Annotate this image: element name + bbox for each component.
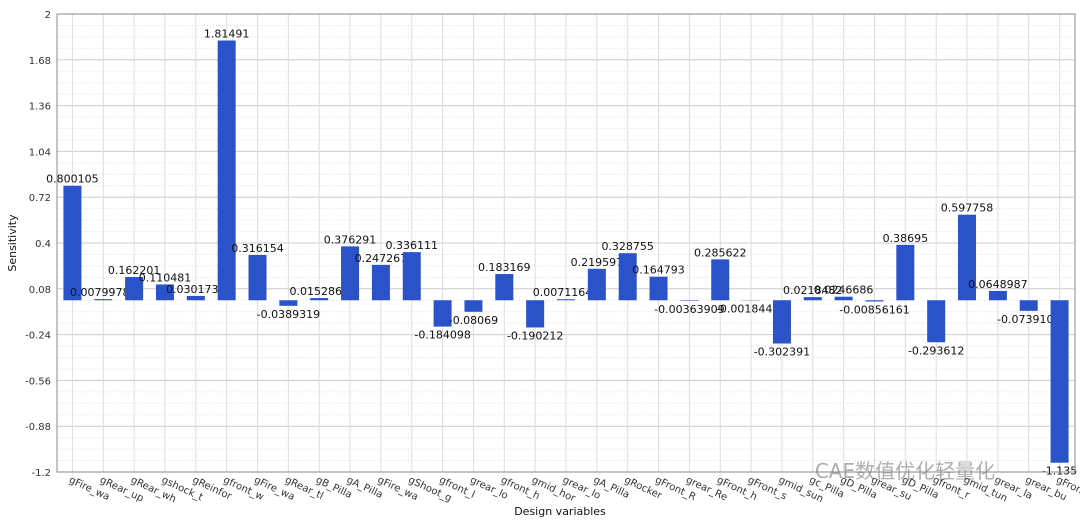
bar [526,300,545,328]
y-tick-label: 0.72 [29,193,51,204]
y-tick-label: -1.2 [31,468,51,479]
value-label: -0.00363909 [654,303,724,316]
bar [711,259,730,301]
value-label: 0.328755 [601,240,654,253]
plot-frame [56,13,1076,473]
value-label: 0.316154 [231,242,284,255]
bar [125,277,144,301]
value-label: -0.0739108 [997,313,1060,326]
value-label: 0.336111 [386,239,439,252]
y-tick-label: 1.68 [29,56,51,67]
value-label: 0.162201 [108,264,161,277]
value-label: -0.184098 [414,329,470,342]
value-label: 0.00799786 [70,286,136,299]
value-label: 1.81491 [204,27,250,40]
value-label: 0.164793 [632,264,685,277]
bar [834,296,853,301]
bar [988,290,1007,301]
value-label: -0.190212 [507,329,563,342]
bar [279,300,298,306]
bar [63,185,82,301]
bar [618,253,637,301]
bar [248,255,267,301]
y-tick-label: -0.56 [25,376,51,387]
bar [186,295,205,301]
bar [155,284,174,301]
y-axis-title: Sensitivity [6,214,19,272]
bar [94,299,113,301]
value-label: 0.376291 [324,233,377,246]
value-label: 0.219597 [571,256,624,269]
y-tick-label: -0.88 [25,422,51,433]
value-label: 0.0301739 [166,283,226,296]
value-label: 0.0246686 [814,284,874,297]
bar [587,268,606,301]
bar [1050,300,1069,463]
value-label: 0.285622 [694,246,747,259]
value-label: 0.0152861 [289,285,349,298]
bar [680,300,699,301]
bar [310,298,329,301]
value-label: 0.0218482 [783,284,843,297]
y-tick-label: 1.36 [29,102,51,113]
value-label: 0.00711648 [533,286,599,299]
bar [402,252,421,301]
bar [958,214,977,301]
value-label: -0.293612 [908,344,964,357]
bar [433,300,452,327]
bar [341,246,360,301]
bar [1019,300,1038,311]
bar [217,40,236,301]
value-label: -0.302391 [754,346,810,359]
y-tick-label: 0.4 [35,239,51,250]
bar [371,264,390,301]
value-label: 0.800105 [46,173,99,186]
value-label: 0.247267 [355,252,408,265]
bar [865,300,884,302]
value-label: -0.0389319 [257,308,320,321]
value-label: -0.00856161 [839,303,909,316]
y-tick-label: 0.08 [29,285,51,296]
value-label: 0.597758 [941,202,994,215]
value-label: -0.00184472 [716,303,786,316]
value-label: 0.38695 [883,232,929,245]
value-label: 0.110481 [139,271,192,284]
value-label: -1.135 [1042,465,1077,478]
bar [649,276,668,301]
value-label: 0.183169 [478,261,531,274]
bar [464,300,483,312]
bar [495,274,514,301]
value-label: -0.08069 [449,314,498,327]
y-tick-label: 2 [45,10,51,21]
bar [896,244,915,301]
bar [772,300,791,344]
bar [927,300,946,343]
x-axis-title: Design variables [514,505,606,518]
bar [803,297,822,301]
y-tick-label: 1.04 [29,147,51,158]
value-label: 0.0648987 [968,278,1028,291]
bar [557,299,575,301]
y-tick-label: -0.24 [25,331,51,342]
